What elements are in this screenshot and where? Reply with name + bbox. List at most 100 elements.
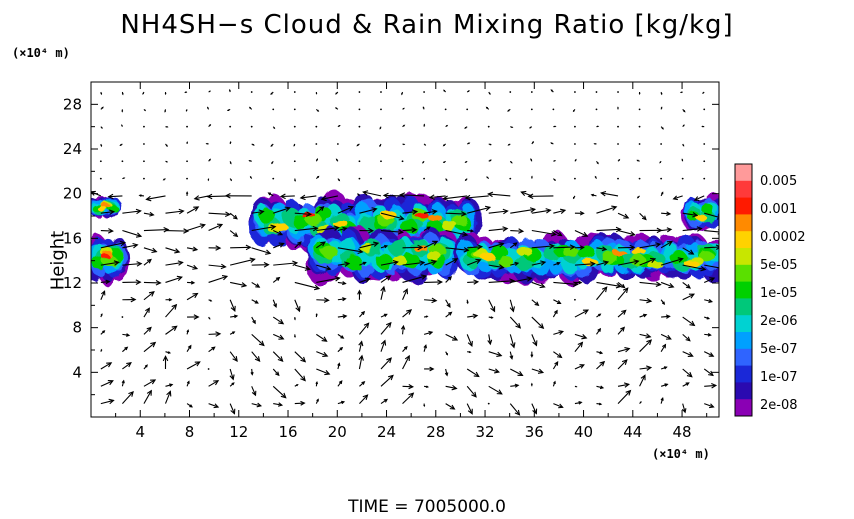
cloud-cell [646, 259, 663, 269]
wind-vector-head [532, 340, 538, 347]
wind-vector-head [342, 297, 347, 302]
wind-vector-head [252, 143, 255, 146]
colorbar-label: 5e-05 [760, 258, 798, 273]
wind-vector-head [452, 335, 459, 341]
wind-vector-head [338, 125, 341, 127]
wind-vector [531, 316, 544, 329]
wind-vector-head [315, 92, 318, 95]
wind-vector [251, 281, 260, 288]
wind-vector-head [148, 291, 155, 297]
wind-vector-head [357, 193, 360, 196]
wind-vector-head [229, 162, 232, 165]
wind-vector [165, 276, 182, 283]
wind-vector [316, 277, 340, 283]
wind-vector-head [294, 179, 296, 182]
wind-vector [661, 212, 671, 215]
wind-vector [466, 368, 480, 377]
wind-vector [121, 160, 124, 163]
wind-vector-head [689, 320, 696, 327]
wind-vector [208, 403, 219, 408]
wind-vector-head [100, 313, 103, 316]
wind-vector [251, 226, 276, 232]
wind-vector-head [135, 232, 143, 238]
wind-vector-head [449, 404, 456, 410]
wind-vector-head [708, 370, 714, 377]
wind-vector [596, 281, 621, 287]
cloud-cell [258, 208, 276, 224]
wind-vector [574, 333, 587, 339]
wind-vector [660, 143, 663, 145]
wind-vector-head [473, 279, 480, 285]
wind-vector-head [379, 127, 382, 130]
wind-vector [143, 259, 152, 266]
wind-vector [704, 403, 714, 408]
wind-vector-head [144, 109, 147, 112]
wind-vector-head [602, 260, 610, 266]
wind-vector-head [425, 315, 429, 318]
wind-vector-head [681, 408, 687, 414]
wind-vector [661, 315, 670, 318]
wind-vector [294, 241, 302, 249]
wind-vector-head [696, 226, 703, 232]
wind-vector [704, 299, 712, 303]
wind-vector-head [611, 205, 618, 211]
wind-vector-head [100, 144, 103, 148]
wind-vector [510, 384, 519, 387]
wind-vector-head [192, 292, 199, 299]
wind-vector-head [624, 347, 631, 353]
wind-vector-head [520, 190, 527, 197]
wind-vector-head [189, 404, 193, 408]
wind-vector [488, 243, 504, 249]
wind-vector [574, 309, 589, 318]
wind-vector-head [199, 223, 206, 229]
wind-vector-head [489, 159, 492, 162]
wind-vector-head [569, 244, 576, 250]
wind-vector [429, 195, 446, 199]
wind-vector-head [176, 275, 183, 282]
cloud-cell [427, 251, 441, 261]
wind-vector-head [397, 229, 404, 235]
wind-vector [208, 223, 223, 232]
wind-vector-head [146, 258, 152, 264]
colorbar-swatch [735, 264, 752, 283]
wind-vector-head [534, 301, 540, 307]
wind-vector [359, 322, 369, 335]
wind-vector-head [464, 194, 471, 201]
wind-vector-head [419, 260, 426, 266]
wind-vector [704, 229, 719, 233]
wind-vector [359, 278, 370, 283]
wind-vector-head [163, 226, 170, 233]
wind-vector-head [621, 359, 628, 365]
wind-vector-head [683, 110, 686, 113]
wind-vector-head [166, 126, 169, 128]
wind-vector-head [228, 88, 231, 92]
wind-vector-head [380, 285, 386, 292]
wind-vector-field [91, 88, 719, 416]
wind-vector-head [621, 309, 627, 315]
wind-vector [673, 195, 683, 200]
wind-vector-head [320, 195, 327, 202]
wind-vector [510, 208, 535, 214]
wind-vector [250, 125, 253, 128]
wind-vector [596, 228, 621, 232]
wind-vector-head [254, 356, 261, 363]
wind-vector-head [404, 354, 410, 361]
wind-vector-head [249, 257, 256, 263]
colorbar-swatch [735, 298, 752, 316]
wind-vector [229, 212, 238, 220]
wind-vector-head [485, 106, 489, 109]
wind-vector [488, 280, 514, 283]
wind-vector [638, 177, 641, 180]
wind-vector [402, 392, 414, 404]
wind-vector [553, 403, 563, 408]
wind-vector-head [278, 242, 285, 248]
wind-vector [194, 195, 209, 200]
wind-vector-head [496, 389, 503, 395]
wind-vector [108, 195, 123, 198]
wind-vector-head [316, 158, 318, 161]
wind-vector-head [361, 381, 366, 385]
wind-vector [272, 351, 284, 362]
x-tick-label: 8 [185, 423, 195, 441]
wind-vector-head [685, 284, 691, 289]
wind-vector-head [387, 374, 394, 381]
